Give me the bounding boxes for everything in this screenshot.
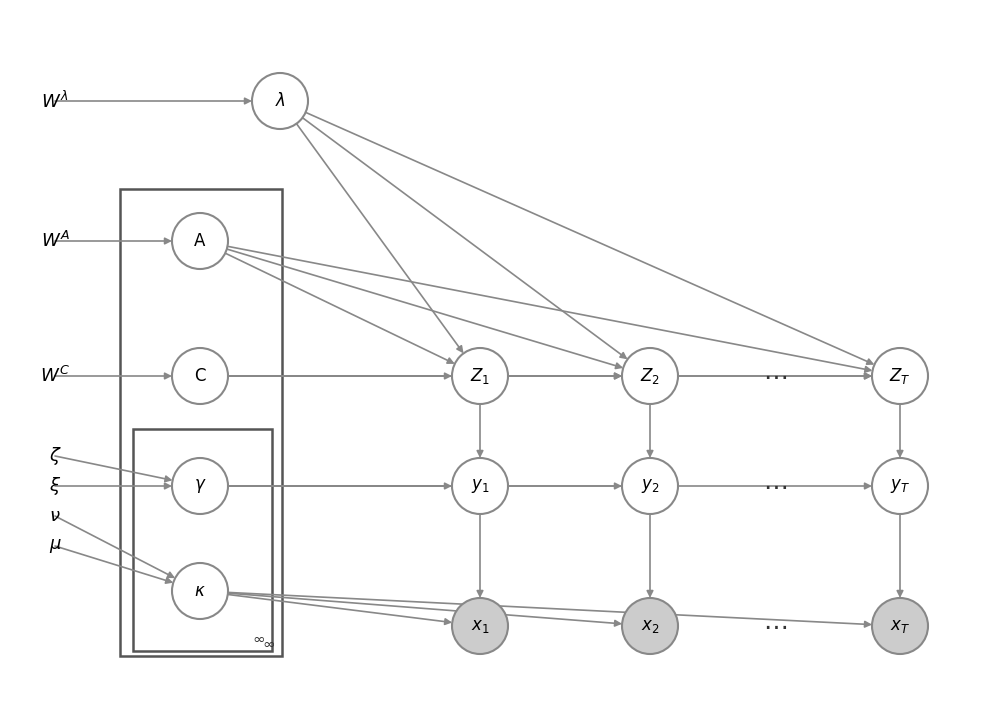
Text: $y_2$: $y_2$ (641, 477, 659, 495)
Text: $Z_1$: $Z_1$ (470, 366, 490, 386)
Text: $\nu$: $\nu$ (49, 507, 61, 525)
Circle shape (622, 458, 678, 514)
Circle shape (172, 213, 228, 269)
Text: $W^{\lambda}$: $W^{\lambda}$ (41, 90, 69, 112)
Circle shape (872, 348, 928, 404)
Text: $\zeta$: $\zeta$ (49, 445, 61, 467)
Text: $\cdots$: $\cdots$ (763, 364, 787, 388)
Text: $\mu$: $\mu$ (49, 537, 61, 555)
Circle shape (172, 348, 228, 404)
Text: $\gamma$: $\gamma$ (194, 477, 206, 495)
Bar (133, 429, 272, 651)
Text: C: C (194, 367, 206, 385)
Circle shape (452, 458, 508, 514)
Text: $x_T$: $x_T$ (890, 617, 910, 635)
Text: A: A (194, 232, 206, 250)
Text: $\infty$: $\infty$ (252, 631, 265, 646)
Circle shape (172, 563, 228, 619)
Circle shape (622, 348, 678, 404)
Text: $y_1$: $y_1$ (471, 477, 489, 495)
Circle shape (872, 458, 928, 514)
Circle shape (872, 598, 928, 654)
Text: $Z_2$: $Z_2$ (640, 366, 660, 386)
Text: $x_1$: $x_1$ (471, 617, 489, 635)
Circle shape (252, 73, 308, 129)
Text: $y_T$: $y_T$ (890, 477, 910, 495)
Bar (120, 189, 282, 656)
Text: $W^C$: $W^C$ (40, 366, 70, 386)
Text: $\lambda$: $\lambda$ (275, 92, 285, 110)
Text: $x_2$: $x_2$ (641, 617, 659, 635)
Text: $\kappa$: $\kappa$ (194, 582, 206, 600)
Text: $\infty$: $\infty$ (262, 636, 275, 651)
Text: $\cdots$: $\cdots$ (763, 614, 787, 638)
Circle shape (452, 598, 508, 654)
Text: $\cdots$: $\cdots$ (763, 474, 787, 498)
Text: $W^A$: $W^A$ (41, 231, 69, 251)
Text: $\xi$: $\xi$ (49, 475, 61, 497)
Circle shape (452, 348, 508, 404)
Circle shape (622, 598, 678, 654)
Circle shape (172, 458, 228, 514)
Text: $Z_T$: $Z_T$ (889, 366, 911, 386)
